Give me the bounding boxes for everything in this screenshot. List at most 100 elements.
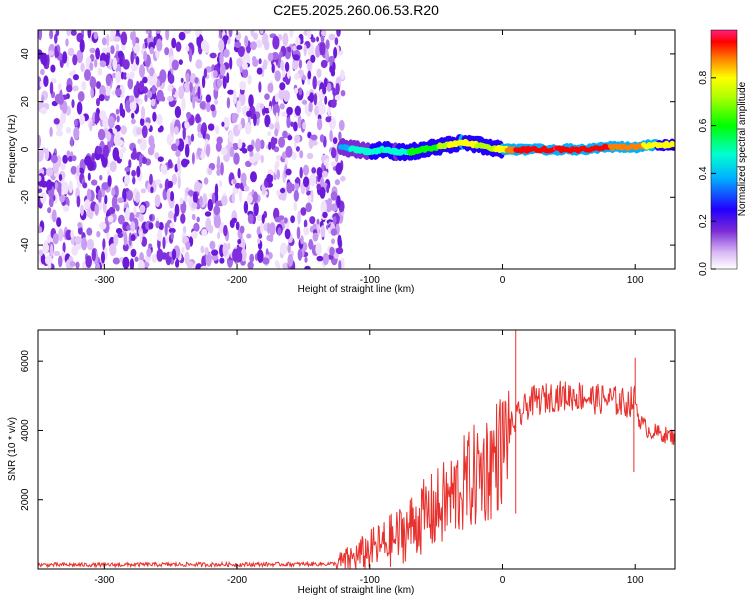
noise-cell — [281, 111, 287, 117]
noise-cell — [259, 30, 264, 35]
noise-cell — [324, 77, 328, 88]
noise-cell — [72, 85, 79, 92]
noise-cell — [196, 147, 202, 157]
noise-cell — [229, 57, 233, 70]
noise-cell — [123, 72, 128, 80]
noise-cell — [167, 210, 174, 220]
noise-cell — [235, 250, 243, 263]
noise-cell — [140, 106, 146, 119]
noise-cell — [52, 161, 60, 174]
noise-cell — [292, 60, 299, 71]
noise-cell — [300, 235, 304, 245]
noise-cell — [75, 261, 80, 269]
noise-cell — [293, 201, 298, 212]
noise-cell — [58, 255, 63, 268]
noise-cell — [49, 30, 54, 40]
noise-cell — [44, 148, 50, 161]
noise-cell — [125, 207, 130, 221]
noise-cell — [185, 241, 191, 251]
noise-cell — [105, 74, 112, 86]
noise-cell — [294, 72, 300, 80]
noise-cell — [95, 47, 100, 60]
noise-cell — [85, 255, 92, 268]
noise-cell — [149, 173, 153, 185]
noise-cell — [202, 193, 208, 206]
x-tick-label: 0 — [500, 575, 506, 586]
y-tick-label: 2000 — [20, 488, 31, 511]
noise-cell — [279, 82, 286, 91]
noise-cell — [296, 45, 303, 50]
noise-cell — [66, 150, 71, 157]
noise-cell — [234, 182, 241, 189]
noise-cell — [97, 189, 102, 203]
noise-cell — [325, 116, 332, 123]
noise-cell — [289, 30, 294, 38]
noise-cell — [94, 203, 99, 216]
noise-cell — [193, 222, 200, 232]
noise-cell — [61, 181, 69, 195]
noise-cell — [292, 54, 300, 61]
noise-cell — [262, 33, 269, 46]
noise-cell — [130, 234, 136, 242]
noise-cell — [232, 178, 237, 185]
noise-cell — [204, 247, 209, 256]
noise-cell — [70, 136, 74, 147]
noise-cell — [297, 114, 302, 129]
noise-cell — [335, 162, 343, 175]
noise-cell — [333, 47, 338, 59]
noise-cell — [38, 175, 42, 182]
noise-cell — [248, 94, 254, 108]
noise-cell — [89, 62, 94, 71]
noise-cell — [49, 81, 54, 95]
noise-cell — [219, 257, 225, 264]
noise-cell — [274, 92, 279, 103]
noise-cell — [294, 178, 301, 184]
noise-cell — [148, 222, 154, 230]
noise-cell — [67, 155, 73, 162]
noise-cell — [147, 73, 155, 86]
noise-cell — [303, 44, 307, 57]
noise-cell — [293, 121, 298, 132]
noise-cell — [76, 195, 81, 208]
noise-cell — [308, 101, 313, 113]
noise-cell — [169, 191, 175, 202]
noise-cell — [99, 174, 103, 181]
noise-cell — [207, 123, 215, 131]
noise-cell — [318, 101, 324, 114]
noise-cell — [112, 57, 118, 71]
noise-cell — [223, 224, 228, 237]
noise-cell — [269, 233, 274, 243]
noise-cell — [197, 86, 201, 100]
noise-cell — [325, 49, 329, 62]
noise-cell — [222, 35, 229, 41]
x-tick-label: 0 — [500, 275, 506, 286]
noise-cell — [160, 163, 168, 174]
noise-cell — [316, 183, 322, 191]
noise-cell — [216, 78, 222, 88]
noise-cell — [191, 230, 198, 239]
noise-cell — [197, 182, 203, 188]
noise-cell — [42, 242, 50, 254]
noise-cell — [270, 136, 276, 150]
noise-cell — [47, 207, 52, 214]
noise-cell — [57, 94, 64, 105]
noise-cell — [214, 183, 219, 196]
noise-cell — [81, 81, 87, 91]
noise-cell — [302, 121, 306, 130]
noise-cell — [116, 30, 120, 35]
noise-cell — [115, 71, 121, 84]
noise-cell — [247, 144, 254, 152]
noise-cell — [293, 189, 299, 202]
noise-cell — [177, 157, 181, 171]
x-tick-label: 100 — [627, 575, 644, 586]
spectrogram-x-axis: -300 -200 -100 0 100 — [94, 30, 644, 286]
noise-cell — [285, 145, 293, 158]
noise-cell — [287, 253, 294, 267]
colorbar-tick-label: 0.4 — [698, 166, 709, 180]
noise-cell — [200, 126, 205, 135]
noise-cell — [84, 199, 91, 210]
noise-cell — [54, 192, 58, 204]
noise-cell — [54, 33, 58, 44]
noise-cell — [127, 77, 134, 90]
noise-cell — [272, 103, 280, 116]
